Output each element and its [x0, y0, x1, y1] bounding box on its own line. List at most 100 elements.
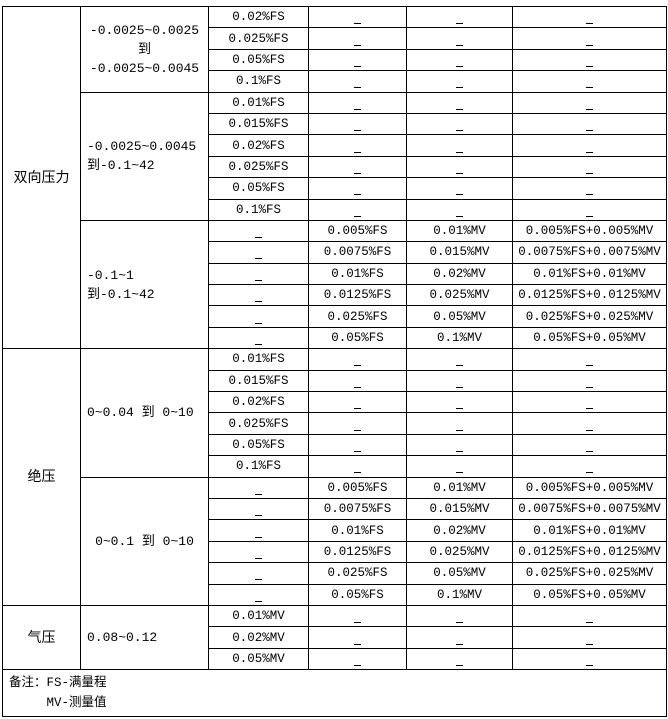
value-cell — [512, 604, 667, 628]
dash-mark — [586, 664, 593, 666]
value-cell: 0.01%FS — [208, 348, 309, 371]
value-cell — [406, 112, 513, 136]
value-cell — [512, 433, 667, 457]
value-cell — [208, 562, 309, 585]
note-row: 备注：FS-满量程 MV-测量值 — [2, 669, 667, 718]
dash-mark — [586, 429, 593, 431]
value-cell: 0.01%FS — [208, 91, 309, 114]
value-cell: 0.0075%FS — [308, 241, 407, 264]
value-cell — [406, 27, 513, 50]
dash-mark — [255, 536, 262, 538]
dash-mark — [456, 108, 463, 110]
dash-mark — [354, 23, 361, 25]
value-cell: 0.015%MV — [406, 497, 513, 521]
value-cell: 0.015%FS — [208, 369, 309, 393]
dash-mark — [586, 386, 593, 388]
value-cell — [406, 348, 513, 371]
range-cell: -0.1~1 到-0.1~42 — [80, 219, 209, 350]
table-row: 0.025%FS 0.05%MV 0.025%FS+0.025%MV — [3, 305, 667, 328]
value-cell: 0.1%FS — [208, 455, 309, 478]
dash-mark — [354, 472, 361, 474]
dash-mark — [456, 408, 463, 410]
dash-mark — [456, 44, 463, 46]
dash-mark — [586, 44, 593, 46]
value-cell — [406, 433, 513, 457]
dash-mark — [354, 215, 361, 217]
value-cell: 0.025%FS — [308, 562, 407, 585]
value-cell — [308, 27, 407, 50]
value-cell: 0.0125%FS+0.0125%MV — [512, 540, 667, 564]
value-cell — [512, 177, 667, 200]
value-cell — [406, 369, 513, 393]
value-cell — [512, 5, 667, 29]
dash-mark — [586, 65, 593, 67]
value-cell: 0.01%FS+0.01%MV — [512, 519, 667, 542]
value-cell: 0.01%FS — [308, 519, 407, 542]
table-row: 气压 0.08~0.12 0.01%MV — [2, 604, 667, 671]
value-cell — [308, 433, 407, 457]
note-line2: MV-测量值 — [9, 696, 107, 711]
value-cell: 0.05%MV — [406, 562, 513, 585]
value-cell — [512, 70, 667, 93]
dash-mark — [354, 408, 361, 410]
value-cell: 0.02%FS — [208, 391, 309, 414]
dash-mark — [586, 408, 593, 410]
value-cell — [512, 455, 667, 478]
category-cell: 绝压 — [2, 348, 81, 606]
table-row: -0.1~1 到-0.1~42 0.005%FS 0.01%MV 0.005%FS+0… — [3, 219, 667, 350]
dash-mark — [354, 622, 361, 624]
value-cell: 0.0125%FS+0.0125%MV — [512, 284, 667, 307]
table-row: 0~0.1 到 0~10 0.005%FS 0.01%MV 0.005%FS+0.00… — [3, 476, 667, 606]
value-cell — [308, 112, 407, 136]
dash-mark — [354, 429, 361, 431]
value-cell — [406, 70, 513, 93]
value-cell — [208, 219, 309, 243]
value-cell — [208, 284, 309, 307]
dash-mark — [456, 23, 463, 25]
value-cell — [406, 155, 513, 179]
table-row: 0.1%FS — [3, 198, 667, 221]
value-cell — [308, 134, 407, 157]
dash-mark — [255, 557, 262, 559]
dash-mark — [255, 600, 262, 602]
value-cell: 0.05%FS+0.05%MV — [512, 326, 667, 350]
value-cell — [512, 91, 667, 114]
value-cell — [208, 476, 309, 499]
value-cell — [512, 48, 667, 72]
dash-mark — [456, 65, 463, 67]
value-cell: 0.02%MV — [406, 519, 513, 542]
value-cell: 0.02%MV — [208, 626, 309, 649]
value-cell: 0.025%MV — [406, 540, 513, 564]
dash-mark — [456, 643, 463, 645]
table-row: 0.01%FS 0.02%MV 0.01%FS+0.01%MV — [3, 519, 667, 542]
value-cell — [406, 604, 513, 628]
value-cell — [208, 326, 309, 350]
dash-mark — [586, 87, 593, 89]
range-cell: 0~0.1 到 0~10 — [80, 476, 209, 606]
value-cell: 0.01%FS — [308, 262, 407, 286]
value-cell: 0.025%FS — [208, 155, 309, 179]
value-cell — [406, 626, 513, 649]
value-cell — [406, 198, 513, 221]
dash-mark — [586, 365, 593, 367]
value-cell: 0.01%MV — [406, 219, 513, 243]
table-row: 0.05%FS — [3, 433, 667, 457]
value-cell: 0.1%MV — [406, 326, 513, 350]
value-cell — [406, 5, 513, 29]
dash-mark — [456, 172, 463, 174]
value-cell — [512, 647, 667, 671]
value-cell: 0.02%FS — [208, 134, 309, 157]
dash-mark — [456, 472, 463, 474]
range-cell: -0.0025~0.0025 到 -0.0025~0.0045 — [80, 6, 209, 93]
dash-mark — [354, 108, 361, 110]
value-cell — [308, 48, 407, 72]
value-cell — [308, 412, 407, 435]
value-cell: 0.05%FS — [308, 326, 407, 350]
dash-mark — [255, 322, 262, 324]
value-cell — [512, 626, 667, 649]
dash-mark — [354, 451, 361, 452]
value-cell: 0.05%FS — [208, 177, 309, 200]
value-cell — [512, 391, 667, 414]
value-cell: 0.02%MV — [406, 262, 513, 286]
dash-mark — [354, 65, 361, 67]
